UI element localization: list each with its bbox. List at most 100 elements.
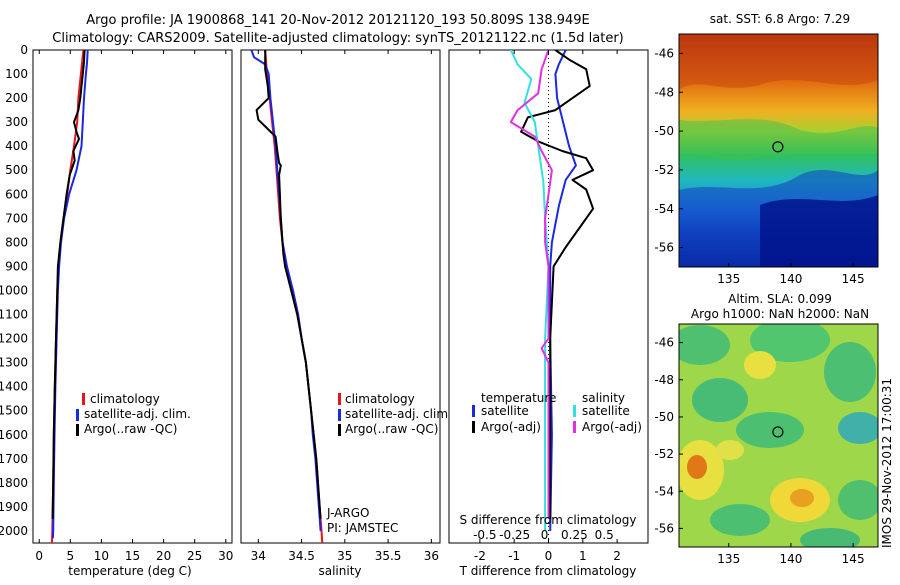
salinity-legend: climatology satellite-adj. clim. Argo(..… (338, 392, 452, 436)
sst-map: sat. SST: 6.8 Argo: 7.29 135 140 145 -46 -48… (654, 12, 879, 286)
series-line-argo-adj-s (509, 50, 553, 519)
depth-tick-label: 1700 (0, 452, 28, 466)
salinity-panel: 34 34.5 35 35.5 36 salinity climatology sate… (240, 49, 452, 578)
x-tick-label: -2 (474, 549, 486, 563)
difference-top-axis-label: S difference from climatology (460, 513, 637, 527)
depth-tick-label: 500 (5, 163, 28, 177)
map-x-tick-label: 135 (717, 272, 740, 286)
difference-legend-t-satellite: satellite (481, 404, 529, 418)
map-x-tick-label: 145 (842, 272, 865, 286)
map-y-tick-label: -56 (654, 521, 674, 535)
difference-legend-temperature-title: temperature (481, 391, 556, 405)
temperature-legend-argo: Argo(..raw -QC) (84, 422, 177, 436)
depth-tick-label: 800 (5, 235, 28, 249)
depth-tick-label: 400 (5, 139, 28, 153)
depth-tick-label: 1600 (0, 428, 28, 442)
salinity-legend-argo: Argo(..raw -QC) (345, 422, 438, 436)
salinity-annotation-pi: PI: JAMSTEC (327, 521, 398, 535)
depth-axis: 0 100 200 300 400 500 600 700 800 900 1000 1100 1200… (0, 43, 648, 538)
x-tick-label: 10 (94, 549, 109, 563)
difference-legend: temperature salinity satellite Argo(-adj… (472, 391, 642, 434)
series-line-argo-raw-qc- (51, 50, 86, 520)
depth-tick-label: 1300 (0, 356, 28, 370)
x-tick-label: 35 (337, 549, 352, 563)
map-y-tick-label: -46 (654, 336, 674, 350)
depth-tick-label: 200 (5, 91, 28, 105)
depth-tick-label: 1500 (0, 404, 28, 418)
map-y-tick-label: -50 (654, 410, 674, 424)
x-tick-label: 34.5 (288, 549, 315, 563)
salinity-plot-frame (240, 49, 441, 544)
temperature-panel: 0 5 10 15 20 25 30 temperature (deg C) climato… (32, 49, 233, 578)
salinity-legend-climatology: climatology (345, 392, 415, 406)
x-tick-label: 20 (156, 549, 171, 563)
difference-xlabel: T difference from climatology (459, 564, 637, 578)
difference-panel: -2 -1 0 1 2 -0.5 -0.25 0 0.25 0.5 S difference f… (448, 49, 649, 578)
depth-tick-label: 1100 (0, 308, 28, 322)
x-tick-label: 0 (35, 549, 43, 563)
top-x-tick-label: -0.5 (473, 528, 496, 542)
x-tick-label: 5 (66, 549, 74, 563)
map-x-tick-label: 135 (717, 552, 740, 566)
depth-tick-label: 2000 (0, 524, 28, 538)
series-line-argo-adj- (520, 50, 595, 519)
temperature-legend-satellite: satellite-adj. clim. (84, 407, 191, 421)
x-tick-label: 0 (545, 549, 553, 563)
depth-tick-label: 1000 (0, 283, 28, 297)
difference-legend-t-argo: Argo(-adj) (481, 420, 541, 434)
map-x-tick-label: 145 (842, 552, 865, 566)
depth-tick-label: 1900 (0, 500, 28, 514)
depth-tick-label: 1200 (0, 332, 28, 346)
top-x-tick-label: -0.25 (499, 528, 530, 542)
sla-argo-location-marker (772, 426, 784, 438)
temperature-legend: climatology satellite-adj. clim. Argo(..… (76, 392, 191, 436)
top-x-tick-label: 0 (541, 528, 549, 542)
sla-map-title: Altim. SLA: 0.099 (728, 292, 832, 306)
depth-tick-label: 300 (5, 115, 28, 129)
top-x-tick-label: 0.5 (595, 528, 614, 542)
map-y-tick-label: -48 (654, 373, 674, 387)
x-tick-label: 2 (613, 549, 621, 563)
depth-tick-label: 900 (5, 259, 28, 273)
difference-legend-s-argo: Argo(-adj) (582, 420, 642, 434)
temperature-legend-climatology: climatology (90, 392, 160, 406)
map-y-tick-label: -52 (654, 163, 674, 177)
series-line-argo-raw-qc- (255, 50, 322, 520)
map-y-tick-label: -54 (654, 202, 674, 216)
salinity-annotation-jargo: J-ARGO (326, 506, 369, 520)
map-y-tick-label: -46 (654, 46, 674, 60)
x-tick-label: 15 (125, 549, 140, 563)
x-tick-label: 36 (424, 549, 439, 563)
depth-tick-label: 700 (5, 211, 28, 225)
figure-title-line2: Climatology: CARS2009. Satellite-adjuste… (52, 31, 624, 46)
map-y-tick-label: -52 (654, 447, 674, 461)
x-tick-label: -1 (508, 549, 520, 563)
depth-tick-label: 0 (20, 43, 28, 57)
map-y-tick-label: -50 (654, 124, 674, 138)
x-tick-label: 25 (187, 549, 202, 563)
sla-map: Altim. SLA: 0.099 Argo h1000: NaN h2000:… (654, 292, 879, 566)
sla-map-subtitle: Argo h1000: NaN h2000: NaN (691, 307, 869, 321)
depth-tick-label: 600 (5, 187, 28, 201)
figure-title-line1: Argo profile: JA 1900868_141 20-Nov-2012… (86, 13, 590, 28)
x-tick-label: 30 (218, 549, 233, 563)
temperature-xlabel: temperature (deg C) (68, 564, 191, 578)
sst-argo-location-marker (772, 141, 784, 153)
map-x-tick-label: 140 (779, 272, 802, 286)
sst-map-title: sat. SST: 6.8 Argo: 7.29 (710, 12, 850, 26)
depth-tick-label: 100 (5, 67, 28, 81)
salinity-legend-satellite: satellite-adj. clim. (345, 407, 452, 421)
x-tick-label: 34 (251, 549, 266, 563)
map-y-tick-label: -48 (654, 85, 674, 99)
x-tick-label: 35.5 (375, 549, 402, 563)
x-tick-label: 1 (579, 549, 587, 563)
map-y-tick-label: -56 (654, 241, 674, 255)
difference-legend-salinity-title: salinity (582, 391, 625, 405)
imos-timestamp: IMOS 29-Nov-2012 17:00:31 (880, 378, 894, 548)
depth-tick-label: 1400 (0, 380, 28, 394)
depth-tick-label: 1800 (0, 476, 28, 490)
map-y-tick-label: -54 (654, 484, 674, 498)
temperature-plot-frame (32, 49, 233, 544)
top-x-tick-label: 0.25 (561, 528, 588, 542)
